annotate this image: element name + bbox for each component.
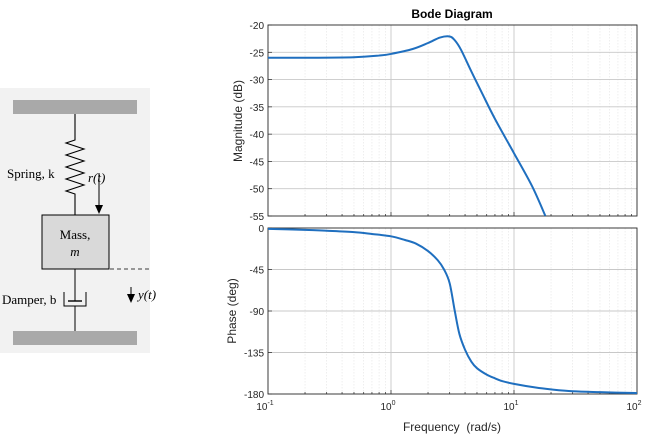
x-tick-label: 10-1 [256, 400, 273, 413]
input-label: r(t) [88, 170, 105, 185]
top-wall [13, 100, 137, 114]
magnitude-y-tick-label: -45 [250, 157, 265, 168]
x-tick-label: 101 [503, 400, 518, 413]
magnitude-y-tick-label: -40 [250, 130, 265, 141]
x-tick-label: 100 [380, 400, 395, 413]
mass-block [41, 214, 110, 270]
phase-y-tick-label: -45 [250, 266, 265, 277]
spring [64, 114, 86, 215]
phase-y-tick-label: -180 [244, 390, 264, 401]
bottom-wall [13, 331, 137, 345]
phase-axes-box [267, 227, 638, 395]
input-arrow-head [95, 205, 103, 214]
magnitude-y-tick-label: -55 [250, 212, 265, 223]
spring-label: Spring, k [7, 166, 55, 181]
phase-axis-label: Phase (deg) [225, 278, 239, 343]
frequency-axis-label: Frequency (rad/s) [403, 420, 501, 434]
magnitude-y-tick-label: -20 [250, 21, 265, 32]
magnitude-y-tick-label: -25 [250, 48, 265, 59]
magnitude-axis-label: Magnitude (dB) [231, 80, 245, 162]
phase-y-tick-label: -135 [244, 349, 264, 360]
magnitude-plot-area [268, 25, 637, 216]
mass-label: Mass, [60, 227, 91, 242]
x-tick-label: 102 [626, 400, 641, 413]
mass-spring-damper-diagram: Spring, k r(t) Mass, m Damper, b y(t) [0, 88, 156, 353]
output-arrow-head [127, 294, 135, 303]
magnitude-series-line [268, 35, 547, 216]
phase-y-tick-label: 0 [258, 224, 264, 235]
magnitude-plot: -20 -25 -30 -35 -40 -45 -50 -55 [250, 21, 638, 223]
damper-label: Damper, b [2, 292, 56, 307]
magnitude-y-tick-label: -50 [250, 185, 265, 196]
mass-symbol: m [70, 244, 79, 259]
phase-y-tick-label: -90 [250, 307, 265, 318]
magnitude-y-tick-label: -35 [250, 103, 265, 114]
chart-title: Bode Diagram [411, 7, 492, 21]
magnitude-axes-box [267, 24, 638, 217]
magnitude-y-tick-label: -30 [250, 76, 265, 87]
phase-series-line [268, 228, 637, 394]
output-label: y(t) [136, 287, 156, 302]
